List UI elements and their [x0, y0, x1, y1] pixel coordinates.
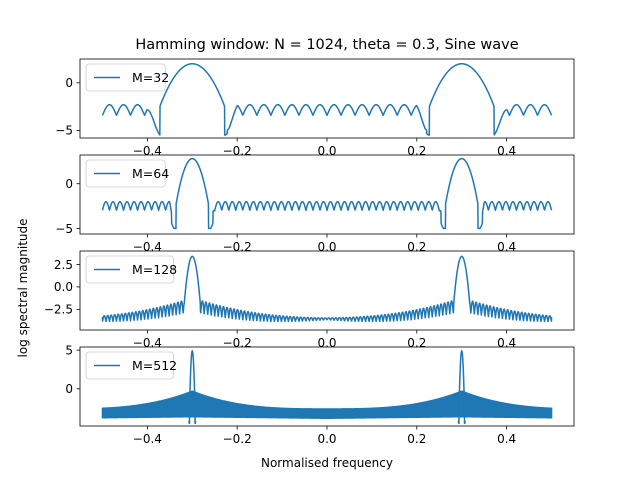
x-tick-label: 0.4	[497, 240, 516, 254]
y-tick-label: 0	[65, 177, 73, 191]
legend: M=512	[85, 351, 177, 380]
x-tick-label: 0.2	[407, 144, 426, 158]
series-line	[101, 255, 553, 323]
x-tick-label: −0.2	[223, 240, 252, 254]
series-peak	[188, 349, 197, 425]
subplots: −0.4 −0.2 0.0 0.2 0.4 0 −5 M=32 −0.4 −0.2 0.0 0.2 0.…	[44, 58, 575, 446]
legend-label: M=64	[132, 166, 169, 181]
x-tick-label: −0.4	[133, 336, 162, 350]
y-tick-label: 2.5	[54, 258, 73, 272]
x-tick-label: 0.4	[497, 144, 516, 158]
legend-label: M=512	[132, 358, 177, 373]
legend-box	[85, 63, 166, 92]
x-tick-label: −0.4	[133, 144, 162, 158]
legend: M=32	[85, 63, 169, 92]
y-tick-label: 0.0	[54, 280, 73, 294]
legend-box	[85, 255, 174, 284]
x-axis-label: Normalised frequency	[261, 456, 393, 470]
series-line	[101, 63, 553, 136]
series-peak	[457, 349, 466, 425]
x-tick-label: 0.0	[317, 336, 336, 350]
series-line-group	[101, 349, 553, 425]
x-tick-label: 0.2	[407, 336, 426, 350]
x-tick-label: −0.2	[223, 336, 252, 350]
subplot-4: −0.4 −0.2 0.0 0.2 0.4 5 0 M=512	[65, 343, 575, 446]
series-band	[101, 390, 553, 419]
x-tick-label: −0.4	[133, 432, 162, 446]
chart-title: Hamming window: N = 1024, theta = 0.3, S…	[135, 37, 518, 53]
series-line	[101, 157, 553, 230]
y-tick-label: 5	[65, 343, 73, 357]
x-tick-label: 0.0	[317, 432, 336, 446]
series-line-group	[101, 157, 553, 230]
subplot-3: −0.4 −0.2 0.0 0.2 0.4 2.5 0.0 −2.5 M=128	[44, 250, 575, 350]
x-tick-label: 0.2	[407, 432, 426, 446]
series-line-group	[101, 63, 553, 136]
x-tick-label: 0.4	[497, 432, 516, 446]
legend: M=64	[85, 159, 169, 188]
x-tick-label: −0.2	[223, 432, 252, 446]
y-tick-label: 0	[65, 76, 73, 90]
y-tick-label: 0	[65, 382, 73, 396]
y-tick-label: −5	[55, 124, 73, 138]
subplot-1: −0.4 −0.2 0.0 0.2 0.4 0 −5 M=32	[55, 58, 575, 158]
legend: M=128	[85, 255, 177, 284]
y-tick-label: −2.5	[44, 303, 73, 317]
y-tick-label: −5	[55, 222, 73, 236]
x-tick-label: 0.0	[317, 144, 336, 158]
x-tick-label: 0.4	[497, 336, 516, 350]
legend-box	[85, 159, 166, 188]
y-axis-label: log spectral magnitude	[16, 218, 30, 357]
legend-label: M=32	[132, 70, 169, 85]
x-tick-label: 0.0	[317, 240, 336, 254]
series-line-group	[101, 255, 553, 323]
legend-box	[85, 351, 174, 380]
x-tick-label: −0.4	[133, 240, 162, 254]
subplot-2: −0.4 −0.2 0.0 0.2 0.4 0 −5 M=64	[55, 154, 575, 254]
legend-label: M=128	[132, 262, 177, 277]
x-tick-label: −0.2	[223, 144, 252, 158]
x-tick-label: 0.2	[407, 240, 426, 254]
